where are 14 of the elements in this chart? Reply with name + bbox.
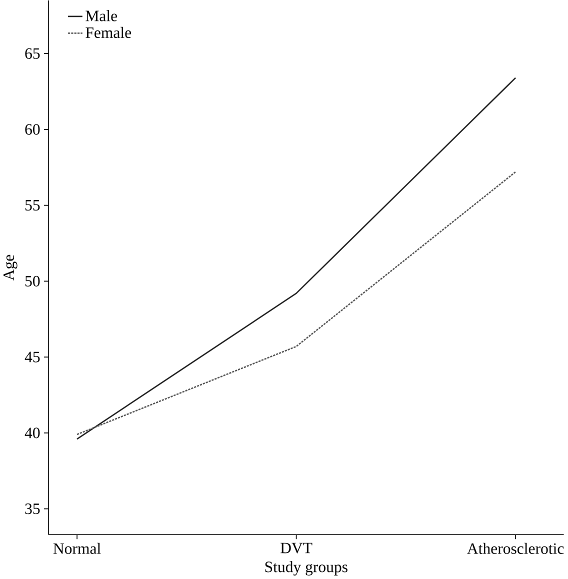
y-tick-label: 65 [25, 48, 40, 59]
x-tick-label: Atherosclerotic [467, 542, 564, 554]
x-axis-title: Study groups [266, 561, 348, 576]
y-axis-title: Age [4, 254, 18, 281]
y-tick-label: 40 [25, 428, 40, 438]
x-tick-label: Normal [54, 542, 101, 554]
legend-label: Male [86, 10, 118, 22]
y-tick-label: 45 [25, 352, 40, 362]
y-tick-label: 50 [26, 276, 40, 286]
x-tick-label: DVT [280, 542, 312, 554]
y-tick-label: 35 [25, 504, 40, 514]
y-tick-label: 60 [25, 124, 40, 135]
legend-label: Female [86, 26, 132, 38]
y-tick-label: 55 [26, 200, 40, 211]
